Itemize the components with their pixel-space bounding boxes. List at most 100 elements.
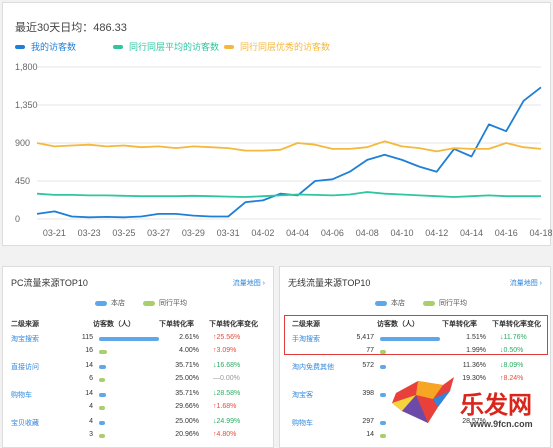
x-tick-label: 03-23 (78, 228, 101, 238)
peer-visitor-bar (99, 378, 105, 382)
peer-visitor-bar (99, 350, 107, 354)
legend-label: 我的访客数 (31, 42, 77, 52)
conversion-rate: 35.71% (175, 362, 199, 369)
source-name-link[interactable]: 淘内免费其他 (292, 364, 334, 371)
visitor-trend-panel: 最近30天日均：486.33 我的访客数 同行同层平均的访客数 同行同层优秀的访… (2, 2, 552, 246)
visitor-count: 572 (362, 362, 374, 369)
store-visitor-bar (99, 365, 106, 369)
x-tick-label: 03-27 (147, 228, 170, 238)
rate-change: —0.00% (213, 375, 240, 382)
store-visitor-bar (99, 421, 105, 425)
source-name-link[interactable]: 购物车 (11, 392, 32, 399)
legend-peer-label: 同行平均 (159, 300, 187, 307)
visitor-count: 115 (81, 334, 93, 341)
legend-peer-excellent[interactable]: 同行同层优秀的访客数 (224, 40, 330, 53)
rate-change: ↓8.09% (500, 362, 524, 369)
legend-store-label: 本店 (391, 300, 405, 307)
legend-swatch-orange (224, 44, 234, 49)
store-visitor-bar (380, 421, 386, 425)
legend-peer-label: 同行平均 (439, 300, 467, 307)
rate-change: ↑25.56% (213, 334, 241, 341)
source-name-link[interactable]: 宝贝收藏 (11, 420, 39, 427)
table-row: 16 4.00% ↑3.09% (3, 346, 273, 359)
conversion-rate: 1.51% (466, 334, 486, 341)
peer-visitor-bar (380, 350, 386, 354)
x-tick-label: 04-16 (495, 228, 518, 238)
wireless-traffic-panel: 无线流量来源TOP10 流量地图 › 本店 同行平均 二级来源 访客数（人） 下… (279, 266, 551, 448)
peer-visitor-bar (99, 434, 105, 438)
table-row: 3 20.96% ↑4.80% (3, 430, 273, 443)
x-tick-label: 04-06 (321, 228, 344, 238)
section-title: PC流量来源TOP10 (11, 278, 88, 288)
store-visitor-bar (380, 337, 440, 341)
x-tick-label: 03-29 (182, 228, 205, 238)
visitor-count: 3 (89, 431, 93, 438)
visitor-count: 14 (366, 431, 374, 438)
rate-change: ↓11.76% (500, 334, 527, 341)
conversion-rate: 4.00% (179, 347, 199, 354)
peer-visitor-bar (99, 406, 105, 410)
x-tick-label: 04-18 (529, 228, 552, 238)
watermark-bull-logo (388, 373, 458, 429)
store-visitor-bar (380, 393, 386, 397)
legend-peer-avg: 同行平均 (143, 298, 187, 308)
source-name-link[interactable]: 淘宝客 (292, 392, 313, 399)
y-tick-label: 0 (15, 214, 20, 224)
col-header-source: 二级来源 (292, 321, 320, 328)
col-header-source: 二级来源 (11, 321, 39, 328)
table-row: 77 1.99% ↓0.50% (280, 346, 550, 359)
swatch-blue (375, 300, 387, 306)
conversion-rate: 25.00% (175, 375, 199, 382)
store-visitor-bar (99, 393, 106, 397)
legend-store-label: 本店 (111, 300, 125, 307)
col-header-rate-change: 下单转化率变化 (492, 321, 541, 328)
x-tick-label: 04-14 (460, 228, 483, 238)
pc-traffic-panel: PC流量来源TOP10 流量地图 › 本店 同行平均 二级来源 访客数（人） 下… (2, 266, 274, 448)
visitor-count: 16 (85, 347, 93, 354)
table-row: 淘宝客 398 (280, 389, 550, 402)
series-line (36, 191, 541, 198)
rate-change: ↓16.68% (213, 362, 241, 369)
swatch-blue (95, 300, 107, 306)
conversion-rate: 19.30% (462, 375, 486, 382)
conversion-rate: 11.36% (462, 362, 486, 369)
conversion-rate: 1.99% (466, 347, 486, 354)
table-row: 淘宝搜索 115 2.61% ↑25.56% (3, 333, 273, 346)
watermark-url: www.9fcn.com (470, 419, 533, 429)
x-tick-label: 03-25 (112, 228, 135, 238)
legend-peer-avg: 同行平均 (423, 298, 467, 308)
section-title: 无线流量来源TOP10 (288, 278, 371, 288)
traffic-map-link[interactable]: 流量地图 › (232, 280, 265, 287)
visitor-count: 14 (85, 362, 93, 369)
table-row: 购物车 14 35.71% ↓28.58% (3, 389, 273, 402)
table-row: 19.30% ↑8.24% (280, 374, 550, 387)
y-tick-label: 450 (15, 176, 30, 186)
rate-change: ↓28.58% (213, 390, 241, 397)
col-header-rate: 下单转化率 (442, 321, 477, 328)
source-name-link[interactable]: 购物车 (292, 420, 313, 427)
x-tick-label: 03-31 (217, 228, 240, 238)
legend-peer-average[interactable]: 同行同层平均的访客数 (113, 40, 219, 53)
visitor-count: 4 (89, 403, 93, 410)
source-name-link[interactable]: 淘宝搜索 (11, 336, 39, 343)
visitor-count: 398 (362, 390, 374, 397)
traffic-map-link[interactable]: 流量地图 › (509, 280, 542, 287)
visitor-count: 4 (89, 418, 93, 425)
source-name-link[interactable]: 手淘搜索 (292, 336, 320, 343)
peer-visitor-bar (380, 434, 386, 438)
conversion-rate: 35.71% (175, 390, 199, 397)
x-tick-label: 04-04 (286, 228, 309, 238)
series-line (36, 86, 542, 219)
x-tick-label: 04-10 (390, 228, 413, 238)
x-tick-label: 04-08 (356, 228, 379, 238)
store-visitor-bar (99, 337, 159, 341)
col-header-rate-change: 下单转化率变化 (209, 321, 258, 328)
visitor-count: 6 (89, 375, 93, 382)
source-name-link[interactable]: 直接访问 (11, 364, 39, 371)
rate-change: ↑8.24% (500, 375, 524, 382)
table-row: 宝贝收藏 4 25.00% ↓24.99% (3, 417, 273, 430)
legend-my-visitors[interactable]: 我的访客数 (15, 40, 76, 53)
visitor-line-chart: 0 450 900 1,350 1,800 03-21 03-23 03-25 03-27 03-… (15, 62, 552, 238)
watermark-text: 乐发网 (460, 390, 532, 419)
rate-change: ↑4.80% (213, 431, 237, 438)
